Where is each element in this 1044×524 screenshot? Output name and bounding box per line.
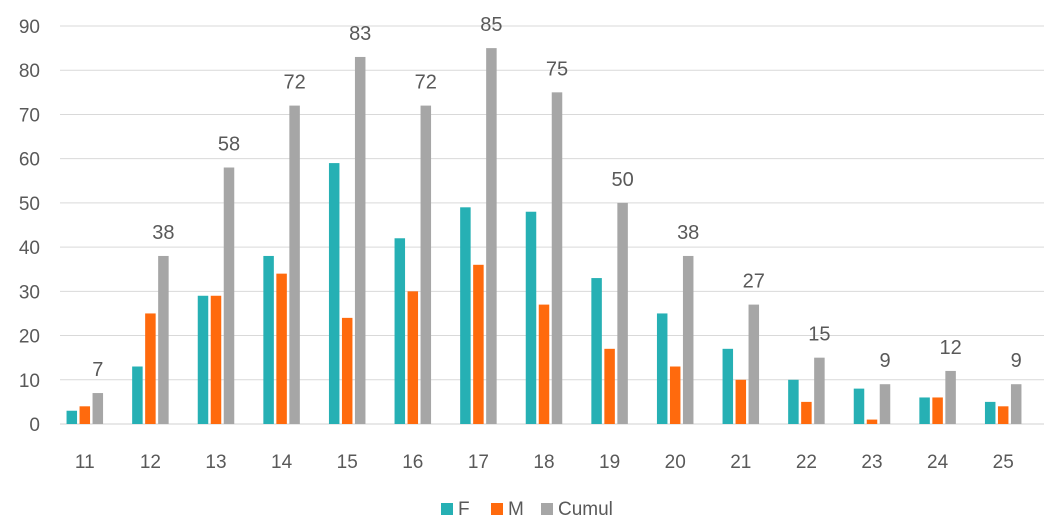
bar-cumul [682,255,694,424]
bar-m [341,317,353,424]
data-labels: 7 38 58 72 83 72 85 75 50 38 27 15 9 12 9 [92,14,1022,381]
bar-cumul [420,105,432,424]
x-tick-label: 16 [402,452,423,473]
bars [66,48,1022,425]
data-label: 38 [677,222,699,244]
bar-m [866,419,878,424]
bar-f [919,397,930,424]
y-tick-label: 30 [19,282,40,303]
y-tick-label: 0 [29,415,40,436]
data-label: 9 [1011,350,1022,372]
bar-cumul [158,255,169,424]
data-label: 9 [879,350,890,372]
bar-m [79,406,91,424]
x-tick-label: 24 [927,452,949,473]
bar-cumul [289,105,300,424]
y-tick-label: 10 [19,371,40,392]
bar-f [984,401,996,424]
data-label: 72 [283,72,305,94]
bar-cumul [617,202,628,424]
x-tick-label: 22 [796,452,817,473]
legend-swatch-cumul [541,503,553,515]
bar-cumul [223,167,235,424]
x-tick-label: 18 [533,452,554,473]
bar-f [525,211,537,424]
bar-m [669,366,681,424]
bar-f [788,379,799,424]
bar-f [722,348,734,424]
y-tick-label: 20 [19,327,40,348]
bar-f [460,207,471,424]
data-label: 38 [152,222,174,244]
bar-cumul [879,384,891,424]
data-label: 75 [546,58,568,80]
bar-f [263,255,274,424]
x-tick-label: 25 [993,452,1014,473]
x-tick-label: 15 [337,452,358,473]
bar-cumul [354,56,366,424]
data-label: 85 [480,14,502,36]
y-tick-label: 40 [19,238,40,259]
data-label: 83 [349,23,371,45]
bar-f [853,388,865,424]
bar-m [735,379,747,424]
legend-swatch-m [491,503,503,515]
data-label: 7 [92,359,103,381]
bar-m [932,397,943,424]
x-tick-label: 19 [599,452,620,473]
bar-f [394,238,406,424]
data-label: 15 [808,324,830,346]
bar-f [328,163,340,425]
bar-cumul [748,304,760,424]
x-tick-label: 17 [468,452,489,473]
y-axis-tick-labels: 0 10 20 30 40 50 60 70 80 90 [19,17,40,436]
data-label: 50 [611,169,633,191]
bar-m [473,264,484,424]
x-tick-label: 23 [861,452,882,473]
legend-swatch-f [441,503,453,515]
y-tick-label: 50 [19,194,40,215]
data-label: 27 [743,271,765,293]
bar-m [407,291,419,424]
x-tick-label: 14 [271,452,293,473]
x-tick-label: 21 [730,452,751,473]
data-label: 58 [218,134,240,156]
bar-f [197,295,209,424]
bar-m [276,273,287,424]
x-tick-label: 12 [140,452,161,473]
data-label: 72 [415,72,437,94]
legend-label: M [508,499,524,520]
y-tick-label: 80 [19,61,40,82]
bar-cumul [945,370,956,424]
x-axis-tick-labels: 11 12 13 14 15 16 17 18 19 20 21 22 23 24 25 [75,452,1014,473]
x-tick-label: 11 [75,452,95,473]
x-tick-label: 20 [665,452,686,473]
legend-label: Cumul [558,499,613,520]
bar-m [145,313,156,424]
bar-m [801,401,812,424]
bar-m [538,304,550,424]
bar-f [66,410,78,424]
legend-label: F [458,499,470,520]
legend: F M Cumul [441,499,613,520]
bar-f [132,366,143,424]
bar-cumul [486,48,497,424]
x-tick-label: 13 [205,452,226,473]
bar-cumul [551,92,563,424]
bar-f [656,313,668,424]
bar-f [591,278,602,424]
y-tick-label: 60 [19,150,40,171]
bar-m [604,348,615,424]
bar-m [210,295,222,424]
bar-cumul [1010,384,1022,424]
y-tick-label: 90 [19,17,40,38]
bar-cumul [814,357,825,424]
data-label: 12 [939,337,961,359]
y-tick-label: 70 [19,105,40,126]
bar-m [997,406,1009,424]
bar-cumul [92,393,104,424]
